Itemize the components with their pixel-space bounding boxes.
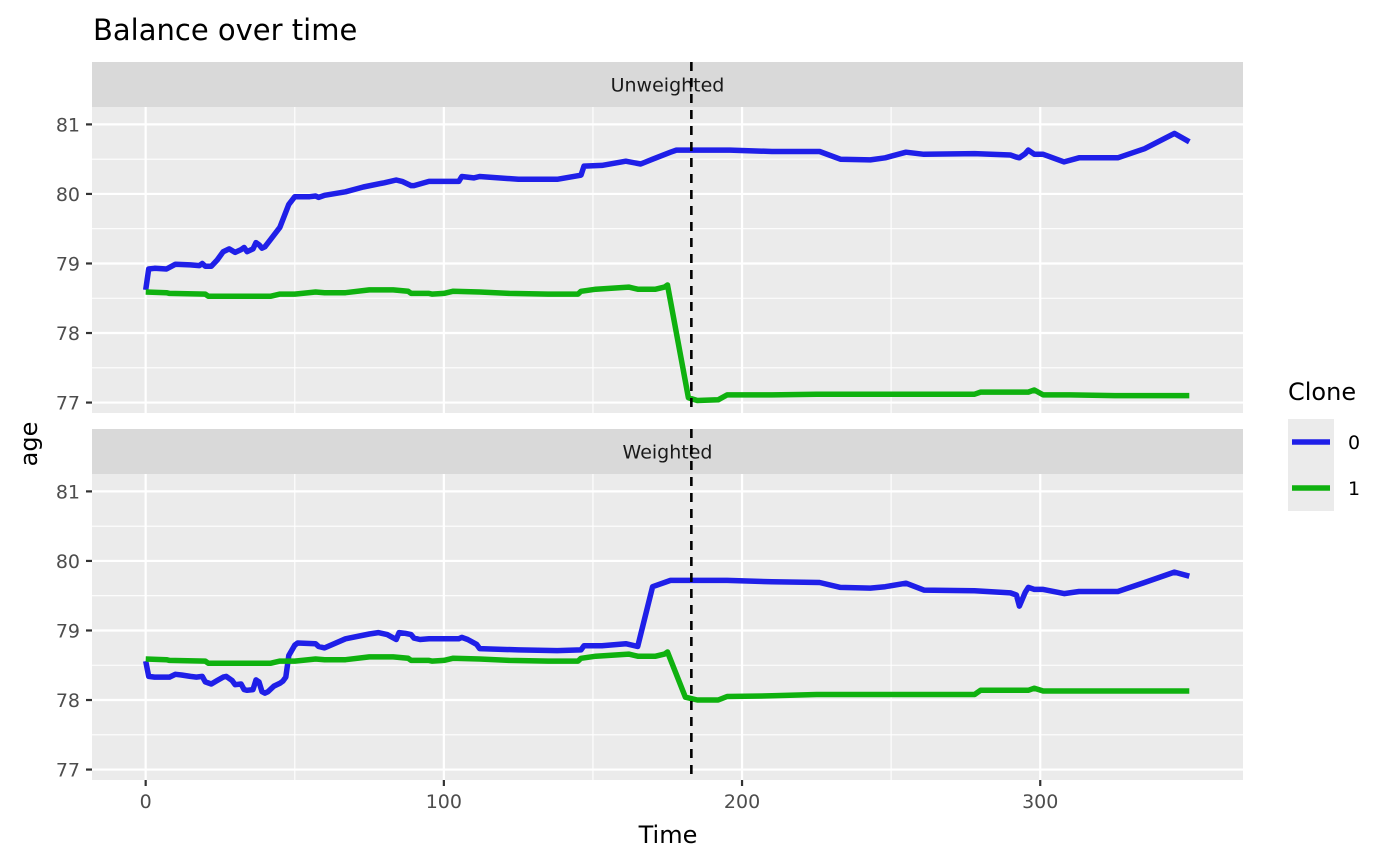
chart-title: Balance over time: [93, 13, 357, 47]
facet-panels: Unweighted 77 78 79 80 81 Weighted 77 78 79 80 81: [56, 62, 1243, 782]
facet-strip-label: Unweighted: [611, 75, 725, 97]
series-line-clone-1: [145, 649, 1190, 703]
x-tick-label: 200: [724, 791, 760, 813]
series-line-clone-0: [142, 130, 1191, 291]
y-tick-label: 80: [56, 184, 80, 206]
x-axis: 0 100 200 300: [140, 780, 1058, 813]
x-axis-title: Time: [638, 821, 698, 849]
series-line-clone-0: [143, 569, 1191, 696]
legend-label: 0: [1348, 432, 1360, 454]
legend-entry-1: 1: [1288, 465, 1360, 511]
y-tick-label: 78: [56, 323, 80, 345]
series-line-clone-1: [145, 282, 1190, 404]
legend: Clone 0 1: [1288, 378, 1360, 511]
y-tick-label: 77: [56, 393, 80, 415]
y-tick-label: 78: [56, 690, 80, 712]
x-tick-label: 0: [140, 791, 152, 813]
y-tick-label: 81: [56, 114, 80, 136]
legend-entry-0: 0: [1288, 419, 1360, 465]
y-axis-title: age: [15, 422, 43, 467]
legend-title: Clone: [1288, 378, 1356, 406]
y-tick-label: 77: [56, 760, 80, 782]
y-tick-label: 81: [56, 481, 80, 503]
facet-panel-1: Unweighted 77 78 79 80 81: [56, 62, 1243, 415]
x-tick-label: 100: [426, 791, 462, 813]
legend-label: 1: [1348, 478, 1360, 500]
facet-strip: [92, 62, 1243, 107]
y-tick-label: 80: [56, 551, 80, 573]
facet-panel-2: Weighted 77 78 79 80 81: [56, 429, 1243, 782]
x-tick-label: 300: [1022, 791, 1058, 813]
facet-strip: [92, 429, 1243, 474]
y-tick-label: 79: [56, 253, 80, 275]
panel-background: [92, 474, 1243, 780]
y-tick-label: 79: [56, 620, 80, 642]
facet-strip-label: Weighted: [623, 442, 713, 464]
